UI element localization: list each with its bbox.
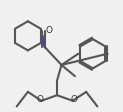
Text: O: O [46,26,53,35]
Text: O: O [70,95,77,104]
Text: O: O [37,95,44,104]
